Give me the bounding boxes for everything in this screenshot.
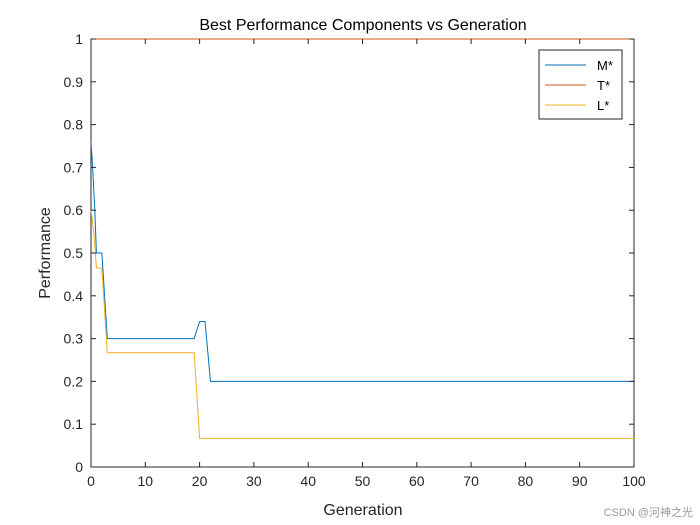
x-tick-label: 80	[518, 473, 534, 489]
legend-label-m: M*	[597, 58, 613, 73]
x-tick-label: 40	[300, 473, 316, 489]
x-tick-label: 20	[192, 473, 208, 489]
y-tick-label: 0.2	[64, 373, 84, 389]
x-tick-label: 70	[463, 473, 479, 489]
series-line-l	[90, 210, 634, 439]
y-tick-label: 1	[75, 31, 83, 47]
legend: M* T* L*	[538, 49, 623, 120]
legend-label-t: T*	[597, 78, 610, 93]
y-tick-label: 0.8	[64, 117, 84, 133]
y-tick-label: 0.9	[64, 74, 84, 90]
series-line-m	[90, 141, 634, 382]
chart-title: Best Performance Components vs Generatio…	[199, 17, 526, 34]
watermark-text: CSDN @河神之光	[604, 505, 693, 519]
x-tick-label: 50	[355, 473, 371, 489]
axis-layer: 0 10 20 30 40 50 60 70 80 90 100 0 0.1 0.2 0.3 0.4 0.5 0.…	[64, 31, 646, 489]
y-axis-title: Performance	[37, 207, 54, 299]
x-tick-label: 60	[409, 473, 425, 489]
y-tick-label: 0.6	[64, 202, 84, 218]
y-tick-label: 0.5	[64, 245, 84, 261]
x-tick-label: 90	[572, 473, 588, 489]
x-tick-label: 100	[622, 473, 646, 489]
x-tick-label: 30	[246, 473, 262, 489]
y-tick-label: 0	[75, 459, 83, 475]
y-tick-label: 0.4	[64, 288, 84, 304]
x-axis-title: Generation	[323, 502, 402, 519]
legend-label-l: L*	[597, 98, 609, 113]
y-tick-label: 0.7	[64, 159, 84, 175]
x-tick-label: 0	[87, 473, 95, 489]
y-tick-label: 0.1	[64, 416, 84, 432]
x-tick-label: 10	[138, 473, 154, 489]
y-tick-label: 0.3	[64, 331, 84, 347]
